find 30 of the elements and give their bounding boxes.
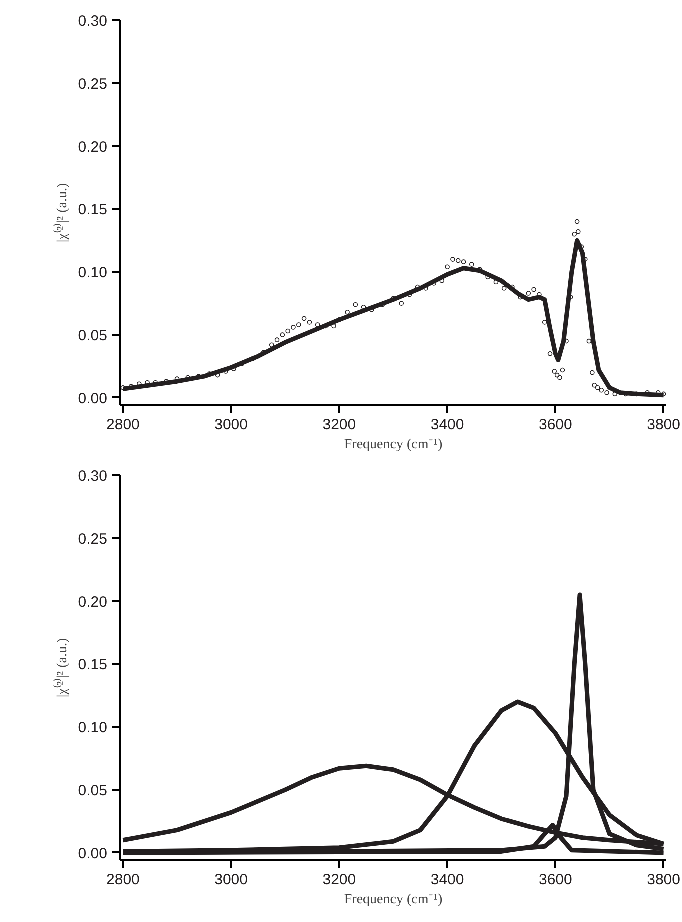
y-tick-label: 0.25: [78, 530, 108, 548]
x-tick-label: 3800: [647, 416, 680, 434]
x-tick-label: 3000: [214, 416, 248, 434]
y-tick-label: 0.15: [78, 656, 108, 674]
y-tick-label: 0.15: [78, 202, 108, 219]
x-tick-label: 3800: [647, 872, 680, 888]
x-tick-label: 3000: [214, 872, 248, 888]
y-axis-title: |χ⁽²⁾|² (a.u.): [53, 183, 70, 243]
y-tick-label: 0.00: [78, 845, 108, 862]
x-tick-label: 3200: [322, 872, 356, 888]
y-tick-label: 0.30: [78, 468, 108, 485]
x-tick-label: 3400: [430, 416, 464, 434]
y-tick-label: 0.10: [78, 264, 108, 282]
y-tick-label: 0.00: [78, 390, 108, 408]
y-tick-label: 0.20: [78, 138, 108, 156]
y-tick-label: 0.05: [78, 328, 108, 345]
x-tick-label: 2800: [106, 872, 140, 888]
y-tick-label: 0.25: [78, 76, 108, 93]
y-tick-label: 0.20: [78, 594, 108, 611]
y-tick-label: 0.30: [78, 13, 108, 30]
y-axis-title: |χ⁽²⁾|² (a.u.): [53, 638, 70, 698]
x-tick-label: 3600: [538, 416, 572, 434]
x-axis-title: Frequency (cm⁻¹): [344, 892, 443, 908]
y-tick-label: 0.10: [78, 720, 108, 737]
y-tick-label: 0.05: [78, 782, 108, 800]
x-tick-label: 3600: [538, 872, 572, 888]
x-axis-title: Frequency (cm⁻¹): [344, 438, 443, 452]
x-tick-label: 3400: [430, 872, 464, 888]
x-tick-label: 2800: [106, 416, 140, 434]
x-tick-label: 3200: [322, 416, 356, 434]
